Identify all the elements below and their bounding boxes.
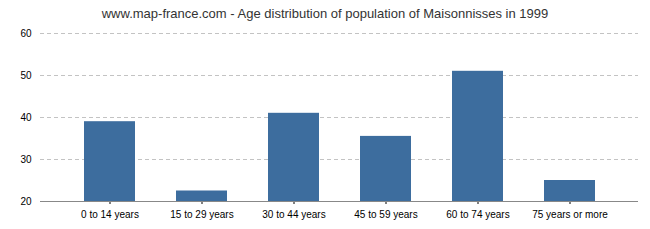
svg-text:60: 60 <box>20 28 32 39</box>
svg-text:30: 30 <box>20 154 32 165</box>
svg-text:15 to 29 years: 15 to 29 years <box>170 209 233 220</box>
svg-text:30 to 44 years: 30 to 44 years <box>262 209 325 220</box>
svg-text:40: 40 <box>20 112 32 123</box>
svg-text:60 to 74 years: 60 to 74 years <box>446 209 509 220</box>
svg-text:75 years or more: 75 years or more <box>532 209 608 220</box>
svg-text:20: 20 <box>20 196 32 207</box>
svg-text:45 to 59 years: 45 to 59 years <box>354 209 417 220</box>
svg-text:0 to 14 years: 0 to 14 years <box>81 209 139 220</box>
html-text:www.map-france.com - Age distr: www.map-france.com - Age distribution of… <box>101 6 549 21</box>
svg-text:50: 50 <box>20 70 32 81</box>
